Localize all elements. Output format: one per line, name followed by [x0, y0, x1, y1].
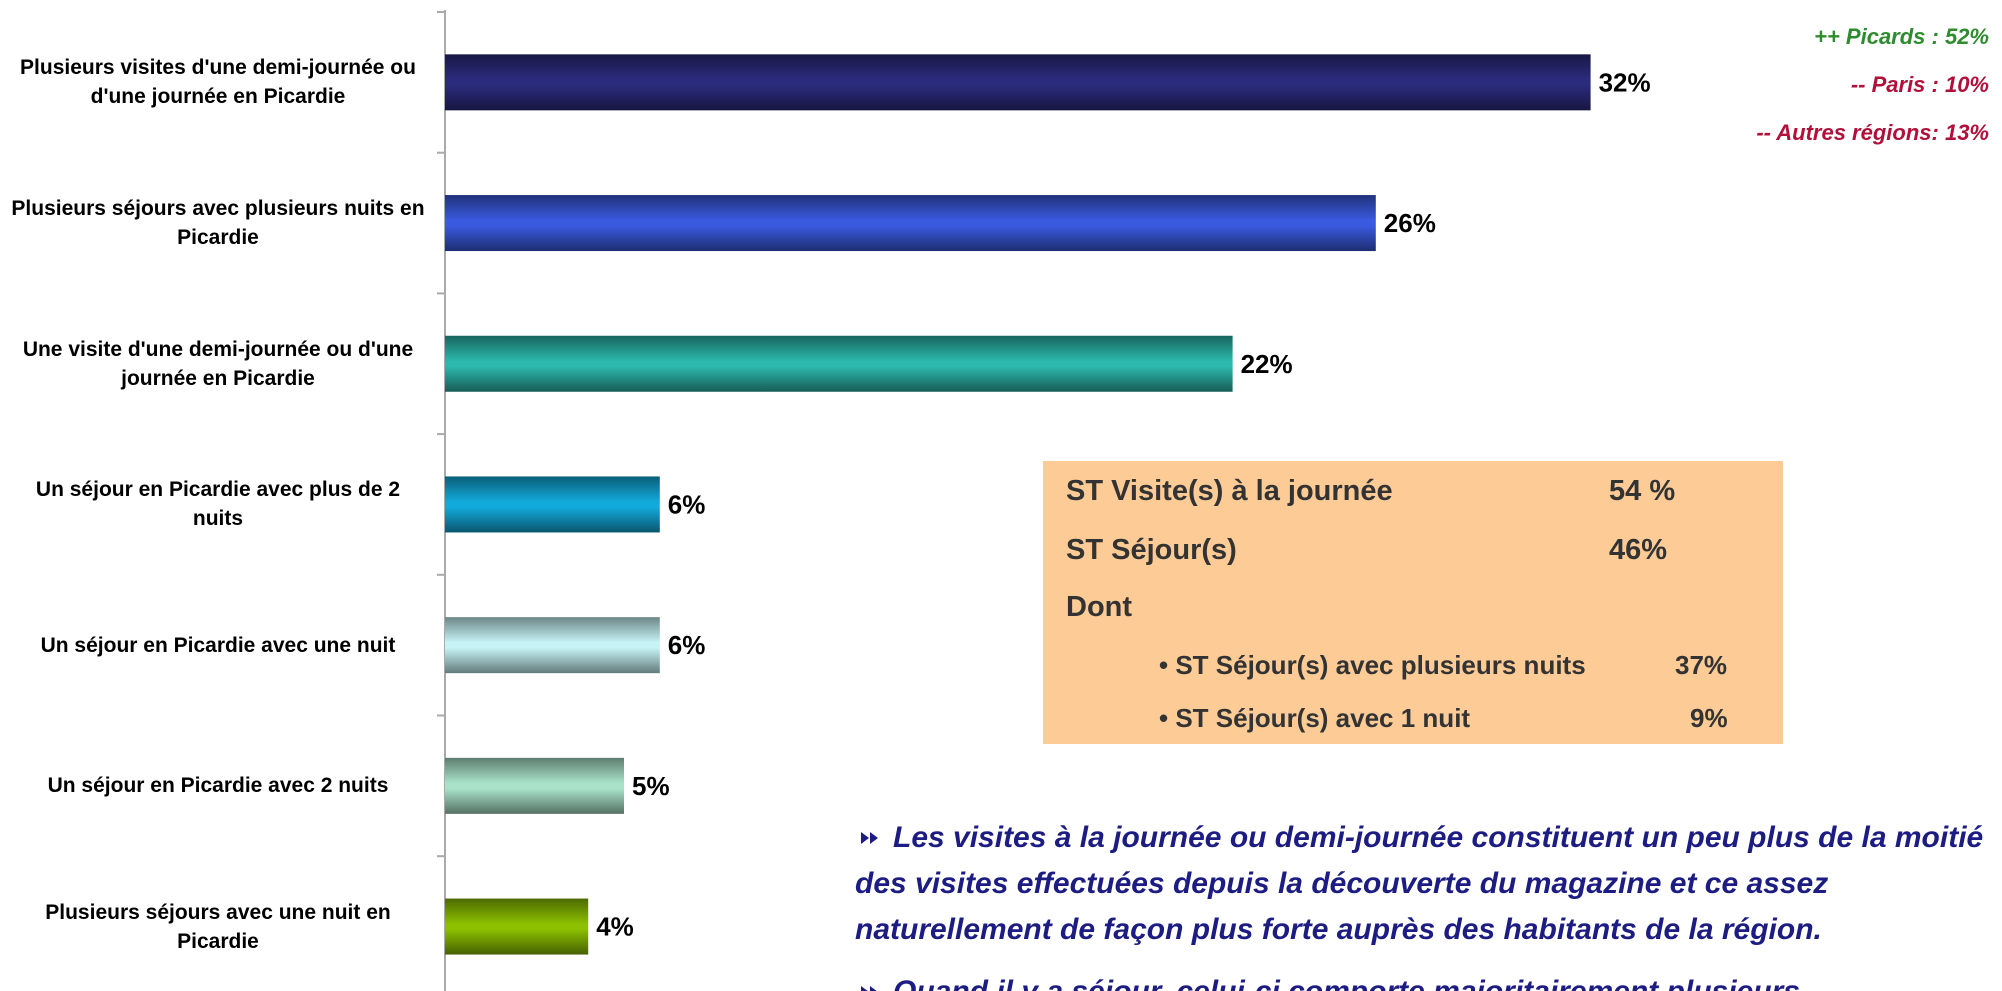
summary-value: 46%	[1609, 534, 1668, 566]
category-label: Plusieurs séjours avec plusieurs nuits e…	[11, 197, 425, 250]
value-label: 4%	[596, 912, 634, 942]
summary-box: ST Visite(s) à la journée 54 % ST Séjour(s…	[1043, 461, 1783, 744]
summary-label: ST Visite(s) à la journée	[1066, 475, 1393, 507]
bar	[445, 335, 1233, 392]
annotation: -- Autres régions: 13%	[1756, 120, 1989, 145]
value-label: 22%	[1241, 349, 1293, 379]
summary-subheading: Dont	[1066, 591, 1133, 623]
arrow-icon	[861, 986, 877, 991]
summary-sub-label: • ST Séjour(s) avec 1 nuit	[1159, 703, 1471, 733]
bar	[445, 195, 1376, 252]
note-text: Les visites à la journée ou demi-journée…	[855, 821, 1984, 946]
note: Les visites à la journée ou demi-journée…	[855, 815, 1995, 953]
annotation: ++ Picards : 52%	[1814, 24, 1989, 49]
value-label: 26%	[1384, 208, 1436, 238]
category-label: Une visite d'une demi-journée ou d'une j…	[22, 337, 414, 390]
summary-label: ST Séjour(s)	[1066, 534, 1237, 566]
category-label: Un séjour en Picardie avec plus de 2 nui…	[35, 478, 401, 531]
value-label: 5%	[632, 771, 670, 801]
arrow-icon	[861, 832, 878, 844]
category-label: Un séjour en Picardie avec 2 nuits	[47, 774, 389, 798]
category-label: Plusieurs séjours avec une nuit en Picar…	[45, 900, 391, 953]
value-label: 32%	[1599, 67, 1651, 97]
summary-sub-label: • ST Séjour(s) avec plusieurs nuits	[1159, 650, 1586, 680]
value-label: 6%	[668, 630, 706, 660]
bar	[445, 617, 660, 674]
annotation: -- Paris : 10%	[1850, 72, 1989, 97]
summary-value: 54 %	[1609, 475, 1676, 507]
category-label: Un séjour en Picardie avec une nuit	[40, 633, 396, 657]
category-label: Plusieurs visites d'une demi-journée ou …	[20, 56, 416, 109]
note: Quand il y a séjour, celui-ci comporte m…	[855, 969, 1995, 991]
note-text: Quand il y a séjour, celui-ci comporte m…	[893, 975, 1800, 991]
value-label: 6%	[668, 489, 706, 519]
notes: Les visites à la journée ou demi-journée…	[855, 815, 1995, 991]
bar	[445, 757, 624, 814]
bar	[445, 54, 1591, 111]
bar	[445, 898, 589, 955]
summary-sub-value: 37%	[1675, 650, 1728, 680]
summary-sub-value: 9%	[1690, 703, 1728, 733]
bar	[445, 476, 660, 533]
